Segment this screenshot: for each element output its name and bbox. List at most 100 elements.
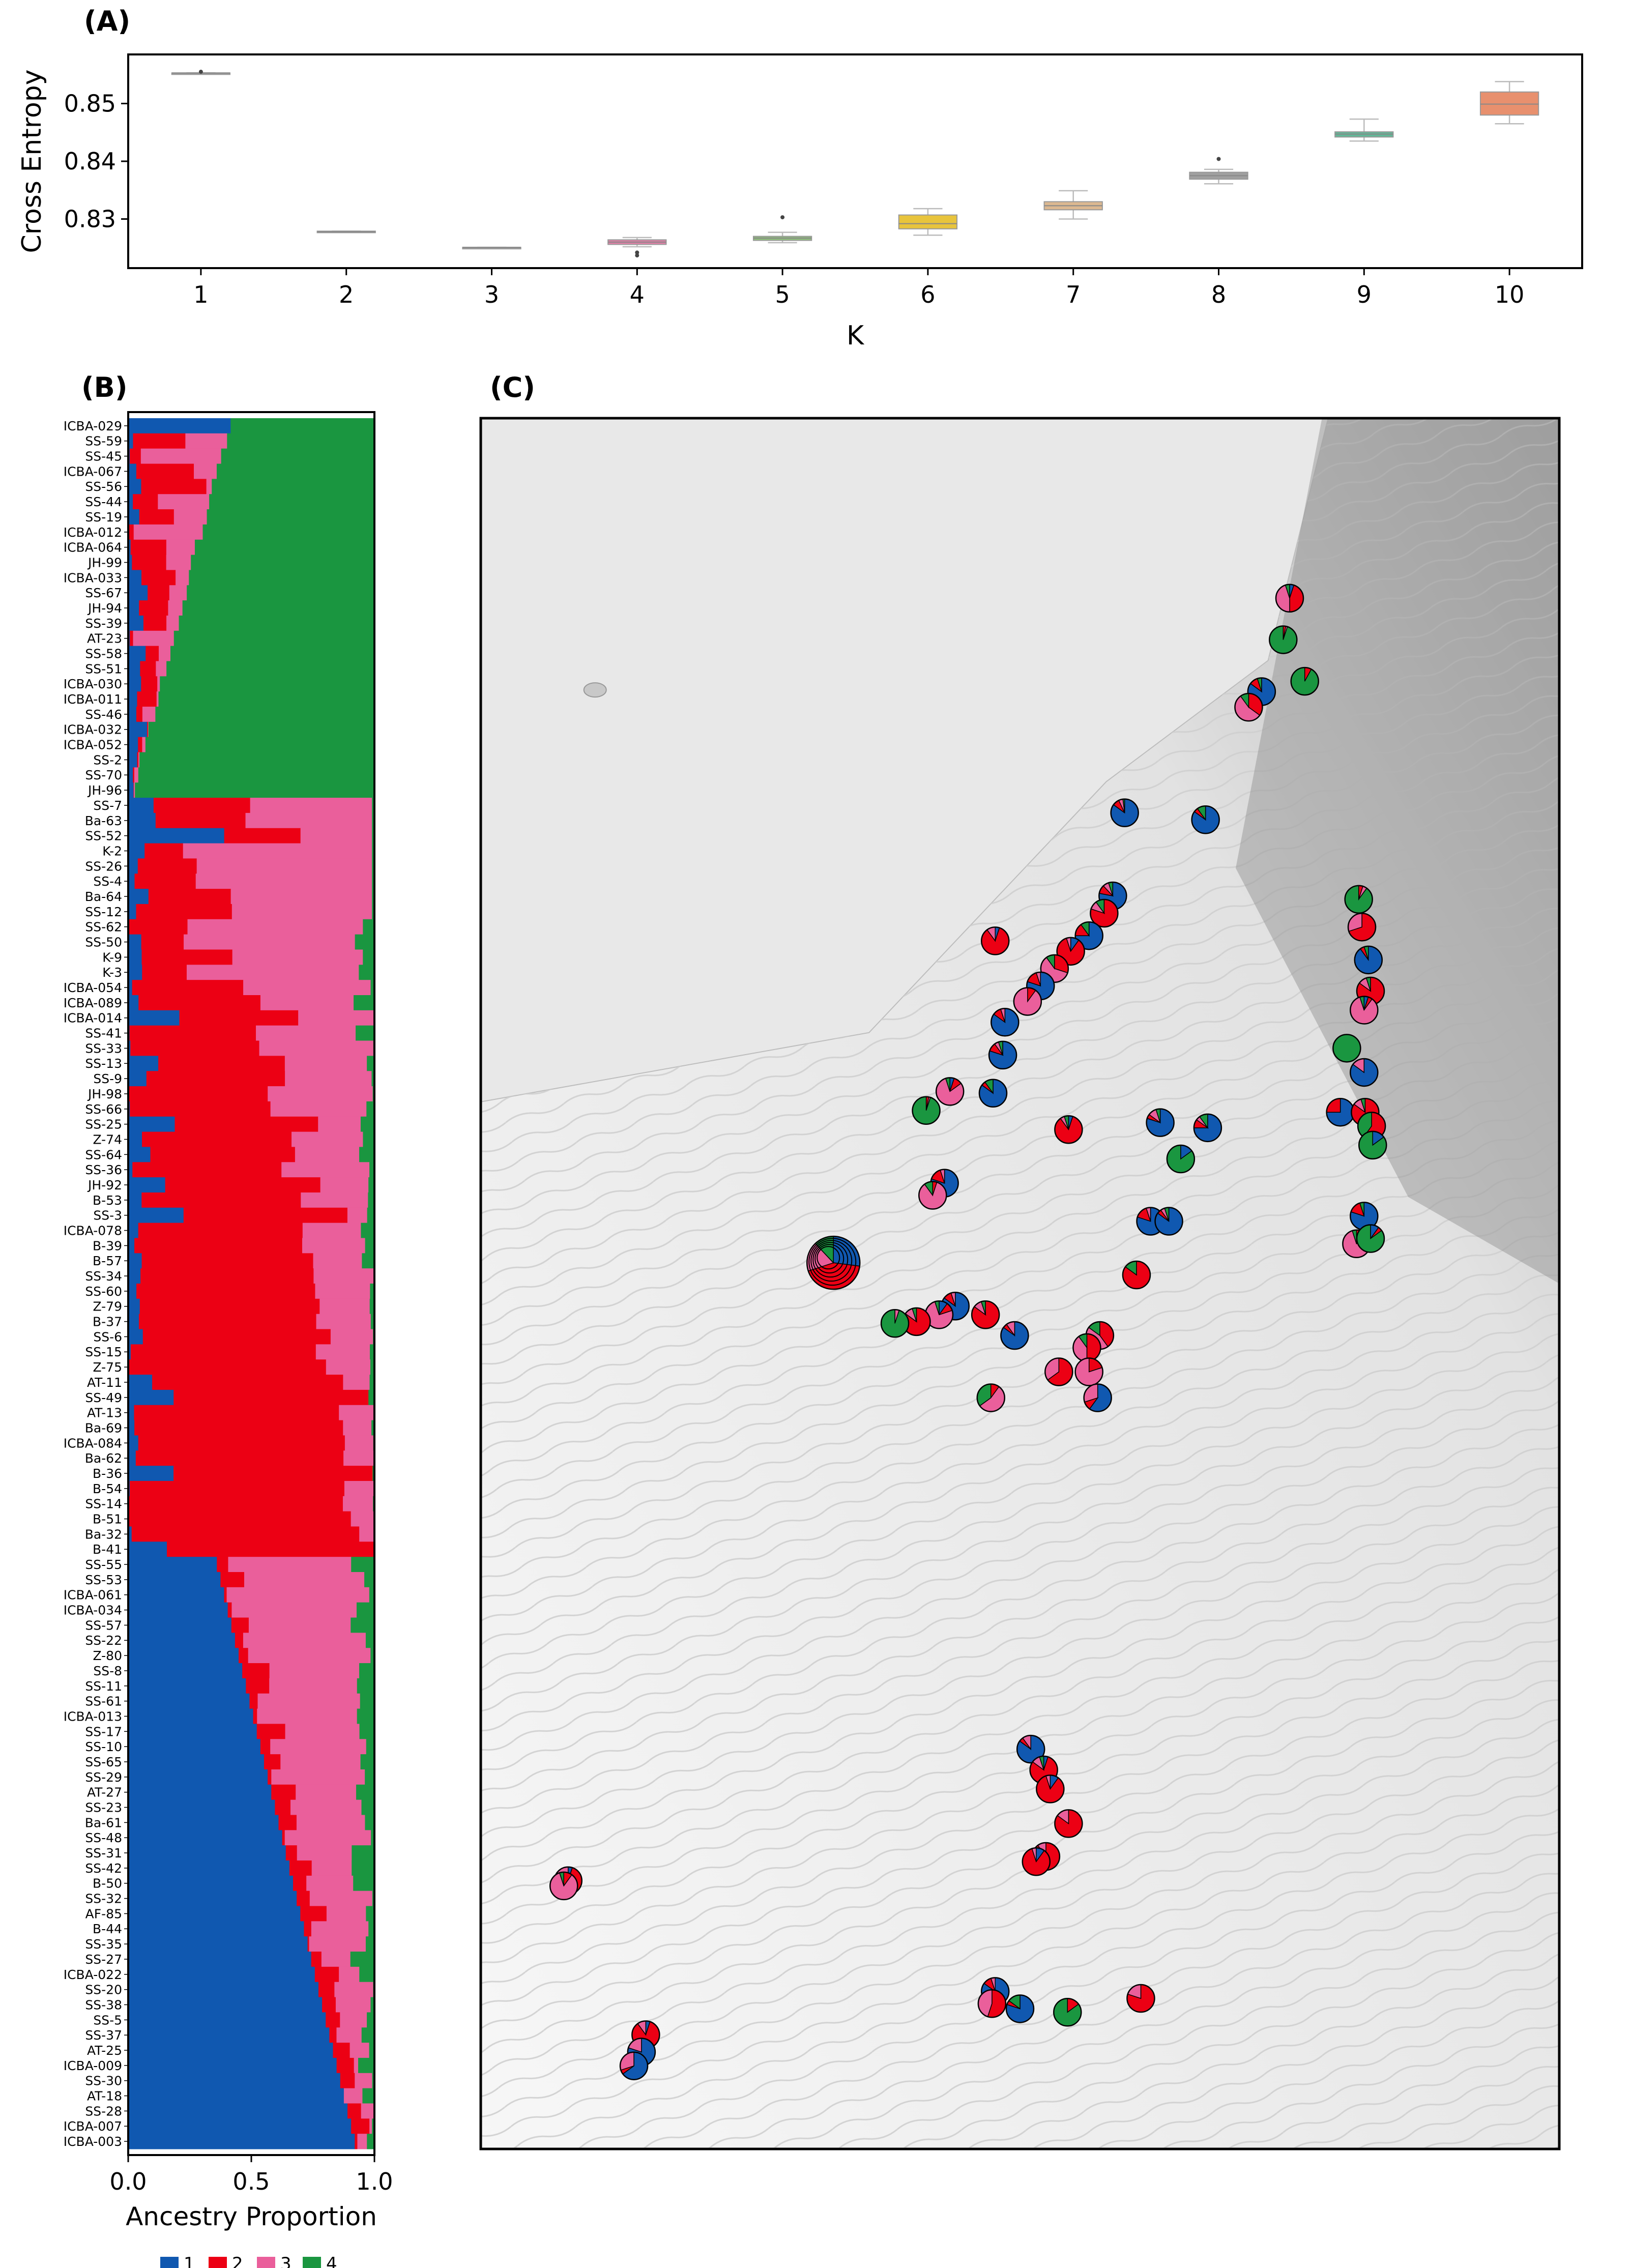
ancestry-segment-k1	[128, 646, 146, 661]
ancestry-segment-k1	[128, 2057, 337, 2074]
box-k6	[898, 208, 958, 236]
sample-label: SS-15	[85, 1345, 122, 1359]
ancestry-segment-k2	[152, 1375, 343, 1390]
ancestry-bar-SS-3	[128, 1207, 375, 1224]
ancestry-segment-k2	[133, 782, 134, 798]
ancestry-segment-k4	[365, 1769, 375, 1785]
ancestry-bar-B-50	[128, 1875, 375, 1892]
ancestry-pie	[918, 1181, 947, 1210]
ancestry-segment-k1	[128, 433, 133, 449]
pie-outline	[1191, 805, 1220, 834]
ancestry-bar-SS-25	[128, 1116, 375, 1132]
ancestry-segment-k4	[221, 448, 375, 464]
ancestry-segment-k4	[370, 1344, 375, 1360]
ancestry-segment-k1	[128, 798, 154, 813]
ancestry-pie	[1122, 1260, 1151, 1290]
ancestry-segment-k2	[139, 1298, 320, 1315]
ancestry-bar-SS-31	[128, 1845, 375, 1861]
ancestry-bar-K-9	[128, 949, 375, 965]
ancestry-segment-k3	[297, 1845, 352, 1861]
ancestry-pie	[935, 1077, 965, 1106]
ancestry-segment-k1	[128, 1420, 135, 1436]
sample-label: SS-56	[85, 479, 122, 494]
ancestry-bar-AT-25	[128, 2043, 375, 2058]
sample-label: ICBA-012	[64, 525, 122, 540]
ancestry-segment-k1	[128, 2043, 333, 2058]
pie-outline	[806, 1235, 861, 1290]
box-k4	[607, 237, 667, 258]
ancestry-bar-SS-23	[128, 1799, 375, 1815]
ancestry-bar-ICBA-033	[128, 570, 375, 586]
ancestry-segment-k2	[137, 858, 197, 874]
pie-stack-ring	[814, 1244, 844, 1274]
pie-outline	[1275, 584, 1304, 613]
ancestry-segment-k2	[158, 1056, 285, 1071]
ancestry-segment-k4	[367, 2012, 375, 2028]
ancestry-segment-k3	[339, 1966, 360, 1983]
ancestry-segment-k1	[128, 1253, 142, 1269]
ancestry-bar-SS-32	[128, 1891, 375, 1907]
ancestry-bar-SS-9	[128, 1071, 375, 1087]
ancestry-bar-B-51	[128, 1511, 375, 1527]
pie-outline	[1193, 1113, 1222, 1143]
ancestry-segment-k2	[130, 630, 133, 647]
ancestry-pie	[1053, 1997, 1082, 2027]
outlier-point	[780, 215, 785, 220]
pie-outline	[1110, 798, 1139, 827]
ancestry-segment-k4	[351, 1617, 375, 1633]
ancestry-segment-k4	[368, 1177, 375, 1193]
ancestry-segment-k3	[298, 1010, 374, 1026]
sample-label: SS-41	[85, 1026, 122, 1041]
sample-label: ICBA-061	[64, 1588, 122, 1603]
ancestry-segment-k3	[340, 2012, 367, 2028]
sample-label: ICBA-032	[64, 722, 122, 737]
sample-label: ICBA-014	[64, 1011, 122, 1026]
pie-outline	[1234, 692, 1263, 722]
ancestry-segment-k3	[311, 1860, 352, 1876]
ancestry-segment-k1	[128, 1268, 141, 1284]
ancestry-segment-k2	[165, 1177, 321, 1193]
ancestry-segment-k3	[359, 1526, 374, 1542]
ancestry-pie	[1347, 912, 1377, 942]
ancestry-segment-k4	[230, 418, 375, 434]
sample-label: SS-35	[85, 1937, 122, 1952]
ancestry-segment-k4	[212, 479, 375, 495]
pie-outline	[991, 1008, 1020, 1037]
ancestry-segment-k4	[366, 1101, 375, 1117]
ancestry-bar-SS-5	[128, 2012, 375, 2028]
ancestry-segment-k4	[372, 858, 375, 874]
ancestry-segment-k3	[369, 2118, 372, 2134]
ancestry-segment-k4	[368, 1921, 375, 1937]
ancestry-bar-SS-10	[128, 1739, 375, 1755]
mountain-range	[1236, 418, 1559, 1284]
ancestry-segment-k3	[281, 1162, 370, 1178]
ancestry-segment-k2	[333, 2043, 351, 2058]
ancestry-segment-k1	[128, 539, 131, 556]
ancestry-segment-k1	[128, 1982, 319, 1998]
ancestry-segment-k2	[141, 1253, 314, 1269]
ancestry-segment-k3	[232, 949, 363, 965]
ancestry-segment-k3	[245, 812, 372, 829]
sample-label: ICBA-007	[64, 2119, 122, 2134]
ancestry-segment-k3	[357, 2134, 367, 2149]
ancestry-segment-k4	[369, 1587, 375, 1603]
ancestry-segment-k1	[128, 1526, 132, 1542]
sample-label: AF-85	[85, 1906, 122, 1921]
ancestry-segment-k3	[292, 1131, 363, 1147]
ancestry-segment-k4	[369, 2043, 375, 2058]
ancestry-bar-SS-33	[128, 1040, 375, 1056]
ancestry-pie	[1083, 1383, 1112, 1412]
pie-outline	[1356, 1224, 1385, 1253]
ancestry-pie	[1022, 1847, 1051, 1876]
ancestry-segment-k1	[128, 2134, 355, 2149]
pie-outline	[977, 1989, 1007, 2018]
ancestry-bar-SS-66	[128, 1101, 375, 1117]
ancestry-segment-k1	[128, 1815, 279, 1830]
ancestry-pie	[1193, 1113, 1222, 1143]
pie-outline	[1154, 1207, 1183, 1236]
ancestry-segment-k4	[372, 798, 375, 813]
legend-label-4: 4	[326, 2254, 337, 2268]
plot-frame	[127, 53, 1583, 269]
ancestry-segment-k1	[128, 1860, 290, 1876]
sample-label: B-41	[93, 1542, 122, 1557]
